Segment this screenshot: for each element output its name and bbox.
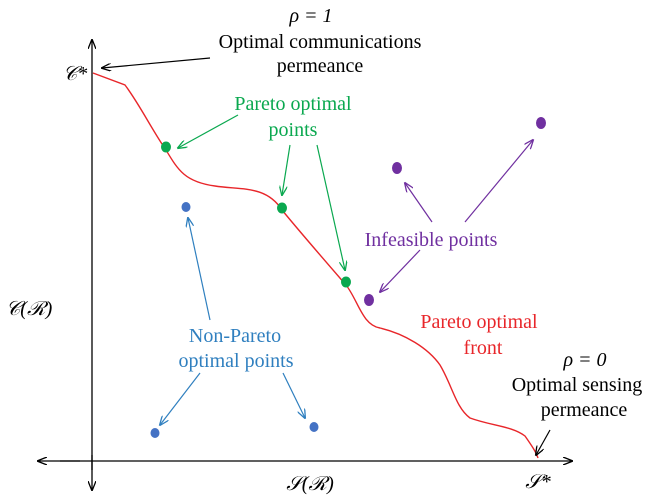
pareto-arrow-2: [282, 144, 291, 195]
optimal-sense-label-line2: permeance: [540, 399, 628, 421]
pareto-arrow-3: [316, 144, 345, 270]
infeasible-arrow-2: [464, 140, 533, 223]
rho-top-label: ρ = 1: [289, 5, 333, 27]
s-star-label: 𝒮*: [525, 471, 551, 493]
non-pareto-arrow-2: [160, 372, 201, 425]
non-pareto-point: [309, 422, 319, 432]
non-pareto-arrow-1: [188, 218, 211, 321]
pareto-point: [277, 202, 287, 214]
infeasible-point: [392, 162, 402, 174]
rho-bottom-label: ρ = 0: [563, 349, 607, 371]
pareto-front-curve: [92, 72, 539, 459]
sense-permeance-arrow: [536, 429, 551, 455]
pareto-front-label-line1: Pareto optimal: [420, 311, 538, 333]
non-pareto-label-line2: optimal points: [178, 350, 294, 372]
infeasible-arrow-1: [405, 183, 433, 223]
pareto-front-label-line2: front: [463, 337, 503, 359]
pareto-point: [161, 141, 171, 153]
c-star-label: 𝒞*: [62, 63, 88, 85]
non-pareto-arrow-3: [282, 372, 305, 418]
s-axis-label: 𝒮(ℛ): [286, 473, 334, 495]
pareto-arrow-1: [178, 114, 239, 148]
non-pareto-label-line1: Non-Pareto: [188, 325, 282, 347]
infeasible-point: [536, 117, 546, 129]
c-axis-label: 𝒞(ℛ): [5, 298, 53, 320]
comm-permeance-arrow: [102, 57, 211, 68]
non-pareto-point: [150, 428, 160, 438]
non-pareto-point: [181, 202, 191, 212]
infeasible-points-label: Infeasible points: [364, 229, 498, 251]
optimal-comm-label-line2: permeance: [276, 55, 364, 77]
optimal-sense-label-line1: Optimal sensing: [511, 374, 643, 396]
pareto-point: [341, 276, 351, 288]
infeasible-point: [364, 294, 374, 306]
pareto-points-label-line1: Pareto optimal: [234, 93, 352, 115]
optimal-comm-label-line1: Optimal communications: [218, 31, 422, 53]
infeasible-arrow-3: [380, 249, 421, 292]
pareto-points-label-line2: points: [268, 119, 318, 141]
